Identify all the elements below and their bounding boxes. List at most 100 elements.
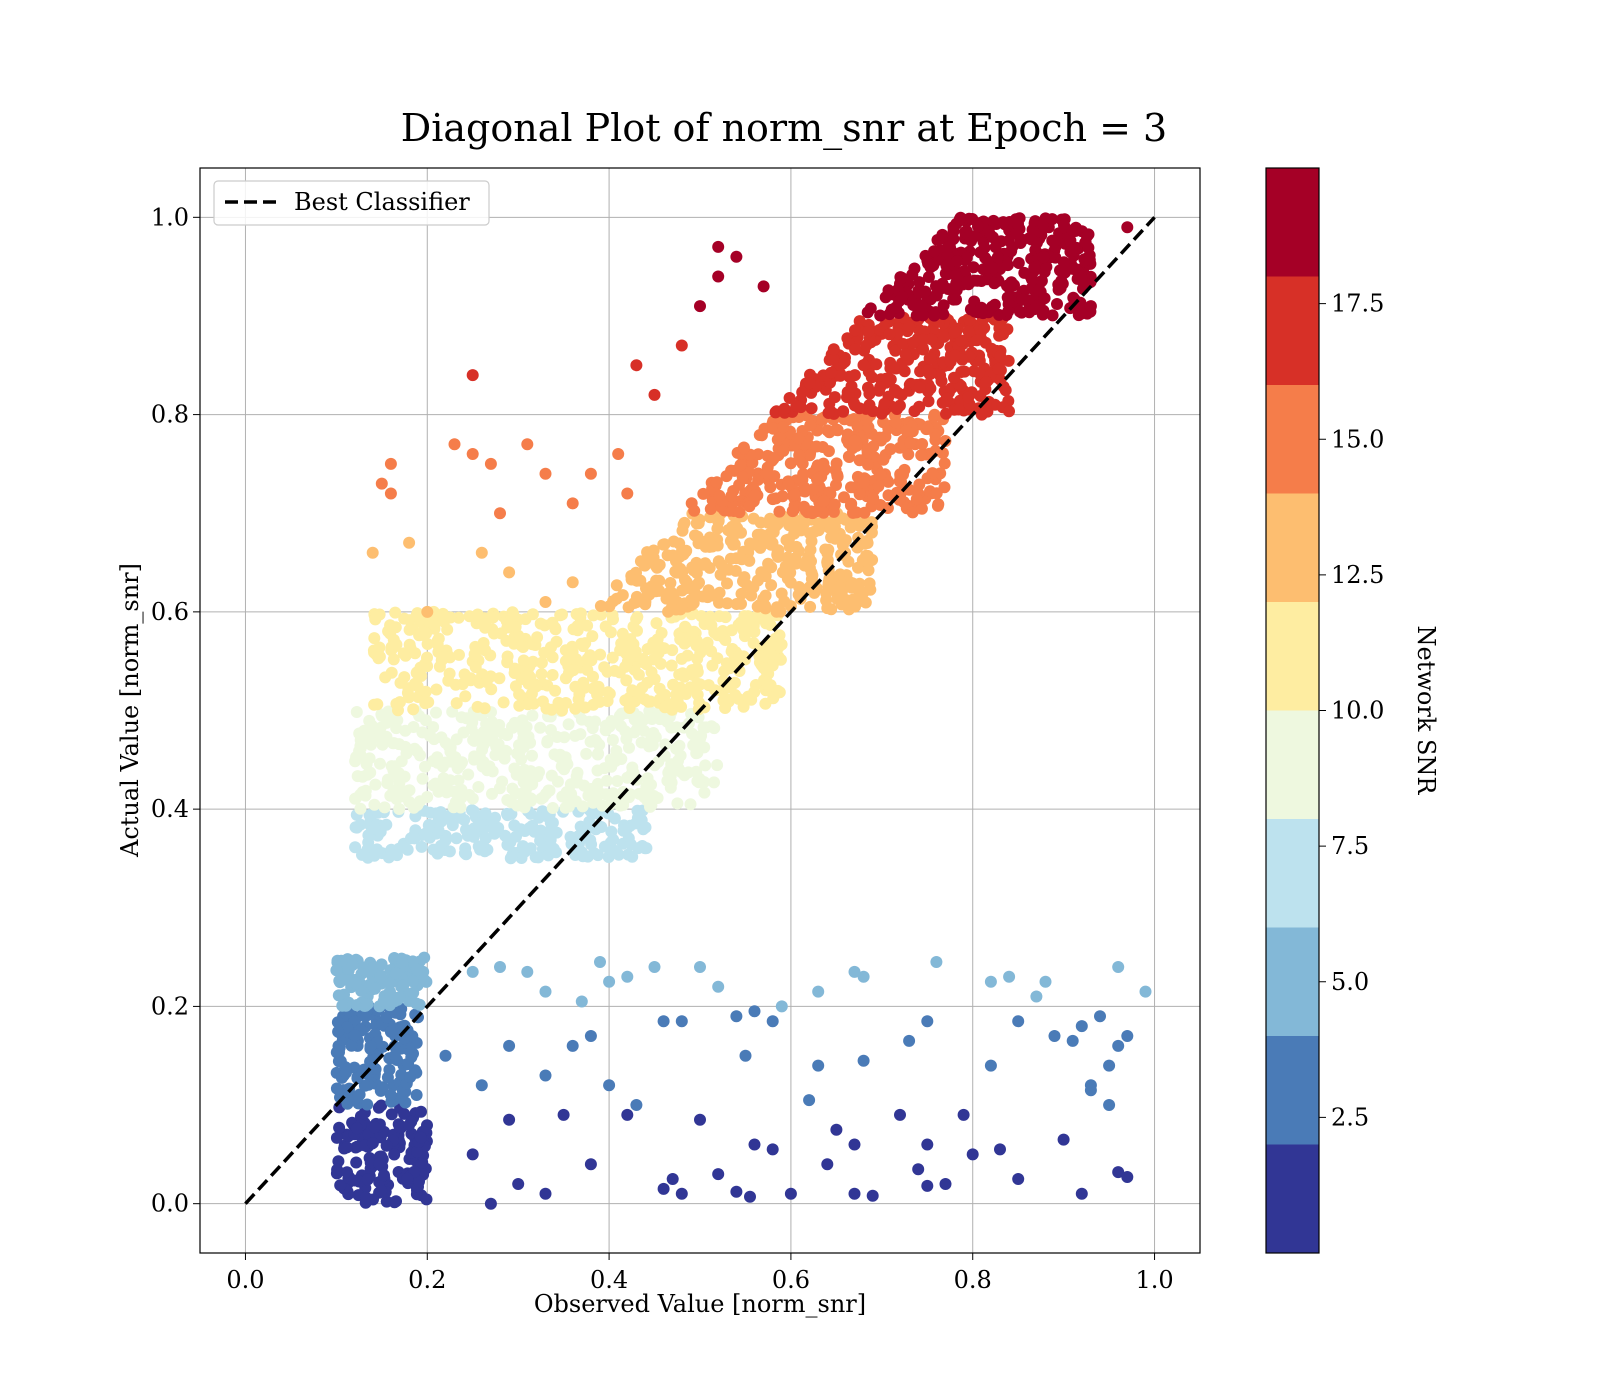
scatter-point xyxy=(690,765,703,778)
scatter-point xyxy=(631,611,644,623)
scatter-point xyxy=(667,535,680,548)
scatter-point xyxy=(743,500,756,513)
scatter-point xyxy=(566,1039,579,1052)
scatter-point xyxy=(458,668,471,681)
scatter-point xyxy=(691,578,704,591)
scatter-point xyxy=(928,245,941,258)
scatter-point xyxy=(733,665,746,677)
scatter-point xyxy=(697,721,710,734)
scatter-point xyxy=(1055,274,1068,287)
scatter-point xyxy=(1066,1034,1079,1047)
scatter-point xyxy=(806,507,819,520)
scatter-point xyxy=(393,1121,406,1134)
scatter-point xyxy=(528,825,541,838)
x-tick-label: 0.8 xyxy=(954,1266,992,1294)
scatter-point xyxy=(443,813,456,825)
scatter-point xyxy=(874,309,887,322)
scatter-point xyxy=(897,338,910,350)
scatter-point xyxy=(799,484,812,497)
scatter-point xyxy=(1014,305,1026,318)
scatter-point xyxy=(711,652,724,665)
scatter-point xyxy=(401,1172,414,1185)
scatter-point xyxy=(498,752,511,765)
scatter-point xyxy=(366,1137,379,1149)
scatter-point xyxy=(396,957,409,970)
scatter-point xyxy=(907,336,920,349)
scatter-point xyxy=(385,666,398,679)
scatter-point xyxy=(889,416,902,429)
scatter-point xyxy=(419,760,431,773)
scatter-point xyxy=(419,685,432,698)
scatter-point xyxy=(474,843,487,856)
scatter-point xyxy=(1069,262,1082,275)
scatter-point xyxy=(921,1138,934,1151)
scatter-point xyxy=(544,724,557,736)
scatter-point xyxy=(891,403,903,415)
scatter-point xyxy=(837,405,850,418)
scatter-point xyxy=(712,555,725,568)
scatter-point xyxy=(1112,1166,1125,1179)
scatter-point xyxy=(466,804,478,817)
scatter-point xyxy=(623,702,636,714)
scatter-point xyxy=(399,724,412,737)
scatter-point xyxy=(1048,235,1061,248)
scatter-point xyxy=(973,367,986,380)
scatter-point xyxy=(896,290,909,303)
scatter-point xyxy=(521,773,534,786)
scatter-point xyxy=(539,985,552,998)
scatter-point xyxy=(857,970,870,983)
scatter-point xyxy=(744,1190,756,1203)
scatter-point xyxy=(948,326,961,339)
scatter-point xyxy=(900,424,913,437)
scatter-point xyxy=(711,759,724,772)
best-classifier-line xyxy=(244,216,1156,1205)
scatter-point xyxy=(340,1066,352,1079)
scatter-point xyxy=(369,613,382,626)
scatter-point xyxy=(466,1148,479,1161)
scatter-point xyxy=(827,353,840,366)
colorbar-tick-label: 17.5 xyxy=(1331,290,1384,318)
legend-box xyxy=(213,180,490,226)
scatter-point xyxy=(349,1141,362,1154)
scatter-point xyxy=(845,497,858,510)
scatter-point xyxy=(601,695,614,707)
scatter-point xyxy=(848,1138,861,1151)
scatter-point xyxy=(769,406,782,419)
colorbar-segment xyxy=(1266,493,1319,602)
scatter-point xyxy=(348,1029,361,1042)
scatter-point xyxy=(922,422,934,435)
scatter-point xyxy=(539,1187,552,1200)
scatter-point xyxy=(889,344,902,357)
x-ticks: 0.0 0.2 0.4 0.6 0.8 1.0 xyxy=(226,1253,1174,1294)
scatter-point xyxy=(951,255,963,268)
scatter-point xyxy=(420,827,433,839)
scatter-point xyxy=(751,600,764,613)
scatter-point xyxy=(390,1195,402,1208)
scatter-point xyxy=(936,228,949,241)
scatter-point xyxy=(771,548,784,561)
scatter-point xyxy=(519,613,532,626)
scatter-point xyxy=(767,422,780,435)
colorbar: 2.5 5.0 7.5 10.0 12.5 15.0 17.5 xyxy=(1265,167,1384,1254)
scatter-point xyxy=(764,481,777,494)
scatter-point xyxy=(864,302,877,315)
scatter-point xyxy=(595,821,608,833)
scatter-point xyxy=(736,471,749,483)
y-axis-label: Actual Value [norm_snr] xyxy=(116,563,144,858)
scatter-point xyxy=(1066,224,1079,237)
scatter-point xyxy=(729,689,742,701)
scatter-point xyxy=(967,261,980,274)
scatter-point xyxy=(919,285,932,298)
scatter-point xyxy=(351,770,364,783)
scatter-point xyxy=(679,620,692,633)
scatter-point xyxy=(403,623,416,636)
scatter-point xyxy=(371,698,384,711)
scatter-point xyxy=(453,648,465,661)
scatter-point xyxy=(843,370,856,383)
scatter-point xyxy=(930,956,943,968)
scatter-point xyxy=(690,556,703,569)
scatter-point xyxy=(831,593,844,605)
scatter-point xyxy=(952,403,965,416)
scatter-point xyxy=(857,476,870,489)
scatter-point xyxy=(1139,985,1152,998)
